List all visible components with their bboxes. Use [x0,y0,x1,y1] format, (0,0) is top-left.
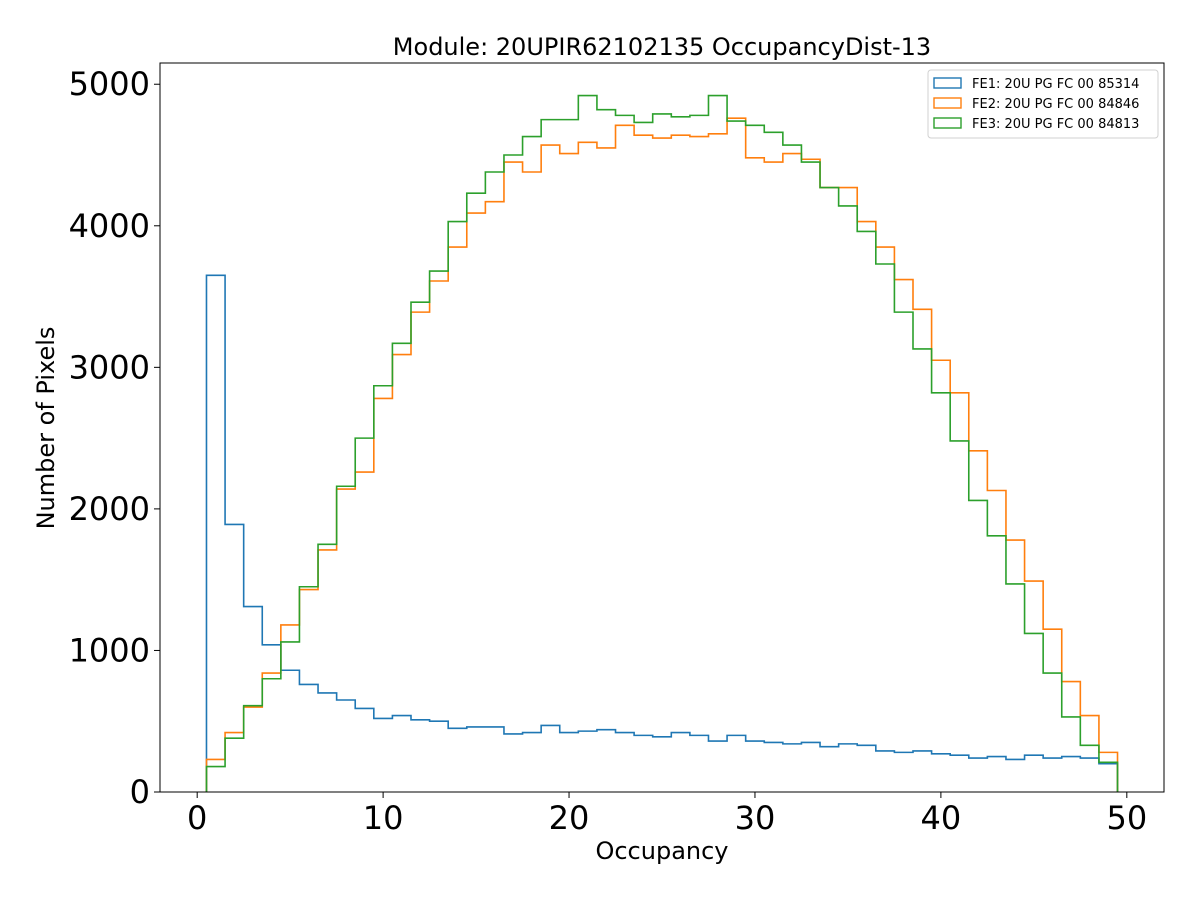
series-layer [205,94,1119,792]
legend: FE1: 20U PG FC 00 85314 FE2: 20U PG FC 00… [927,69,1159,139]
x-tick-label: 10 [363,799,404,837]
series-line-fe3 [205,94,1119,792]
legend-label-fe3: FE3: 20U PG FC 00 84813 [972,117,1139,132]
y-tick-label: 0 [130,773,150,811]
y-axis-label: Number of Pixels [32,327,60,530]
legend-box [927,69,1159,139]
y-tick-label: 2000 [69,490,150,528]
legend-swatch-fe2 [933,97,962,109]
y-tick-label: 1000 [69,631,150,669]
x-tick-label: 50 [1106,799,1147,837]
x-axis-ticks: 0 10 20 30 40 50 [187,792,1147,837]
x-tick-label: 40 [921,799,962,837]
y-axis-ticks: 0 1000 2000 3000 4000 5000 [69,65,160,811]
legend-label-fe1: FE1: 20U PG FC 00 85314 [972,77,1139,92]
y-tick-label: 3000 [69,348,150,386]
legend-swatch-fe1 [933,77,962,89]
x-axis-label: Occupancy [595,837,728,865]
x-tick-label: 30 [735,799,776,837]
chart-title: Module: 20UPIR62102135 OccupancyDist-13 [393,33,931,61]
x-tick-label: 20 [549,799,590,837]
x-tick-label: 0 [187,799,207,837]
y-tick-label: 4000 [69,207,150,245]
legend-swatch-fe3 [933,117,962,129]
plot-frame [159,62,1165,793]
legend-label-fe2: FE2: 20U PG FC 00 84846 [972,97,1139,112]
series-line-fe1 [205,274,1119,792]
y-tick-label: 5000 [69,65,150,103]
